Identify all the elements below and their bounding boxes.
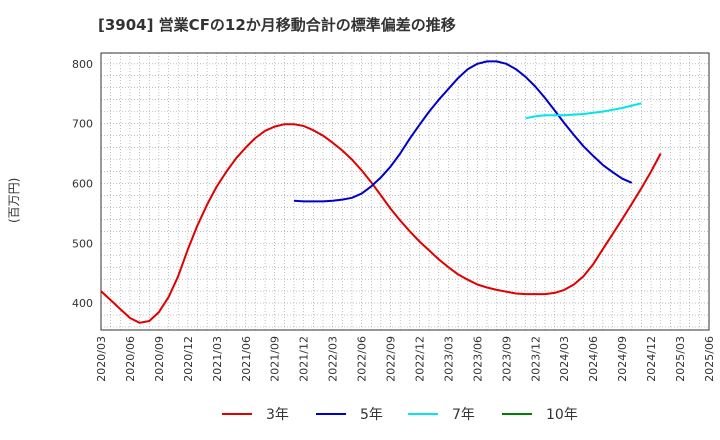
x-tick-label: 2024/03 bbox=[558, 336, 571, 382]
plot-area-frame bbox=[100, 52, 710, 331]
x-tick-label: 2022/12 bbox=[413, 336, 426, 382]
x-tick-label: 2025/06 bbox=[703, 336, 716, 382]
legend: 3年 5年 7年 10年 bbox=[222, 407, 578, 423]
legend-label: 7年 bbox=[452, 407, 475, 423]
tick-labels: 2020/03 2020/06 2020/09 2020/12 2021/03 2021/… bbox=[72, 58, 716, 382]
x-tick-label: 2022/06 bbox=[356, 336, 369, 382]
x-tick-label: 2021/03 bbox=[211, 336, 224, 382]
x-tick-label: 2020/06 bbox=[124, 336, 137, 382]
x-tick-label: 2024/09 bbox=[616, 336, 629, 382]
x-tick-label: 2023/03 bbox=[442, 336, 455, 382]
chart-title: [3904] 営業CFの12か月移動合計の標準偏差の推移 bbox=[98, 16, 456, 34]
y-tick-label: 600 bbox=[72, 177, 93, 190]
x-tick-label: 2024/06 bbox=[587, 336, 600, 382]
y-tick-label: 500 bbox=[72, 237, 93, 250]
x-tick-label: 2021/06 bbox=[240, 336, 253, 382]
x-tick-label: 2020/12 bbox=[182, 336, 195, 382]
x-tick-label: 2020/03 bbox=[95, 336, 108, 382]
grid bbox=[100, 53, 710, 330]
x-tick-label: 2021/12 bbox=[298, 336, 311, 382]
x-tick-label: 2023/06 bbox=[471, 336, 484, 382]
x-tick-label: 2023/12 bbox=[529, 336, 542, 382]
x-tick-label: 2020/09 bbox=[153, 336, 166, 382]
x-tick-label: 2022/03 bbox=[327, 336, 340, 382]
y-tick-label: 700 bbox=[72, 118, 93, 131]
x-tick-label: 2024/12 bbox=[645, 336, 658, 382]
legend-label: 3年 bbox=[266, 407, 289, 423]
series-line-2 bbox=[293, 60, 633, 203]
series-lines bbox=[100, 60, 662, 324]
y-tick-label: 800 bbox=[72, 58, 93, 71]
x-tick-label: 2021/09 bbox=[269, 336, 282, 382]
legend-label: 5年 bbox=[360, 407, 383, 423]
y-tick-label: 400 bbox=[72, 297, 93, 310]
series-line-1 bbox=[100, 123, 662, 324]
x-tick-label: 2025/03 bbox=[674, 336, 687, 382]
series-line-3 bbox=[525, 102, 642, 120]
x-tick-label: 2023/09 bbox=[500, 336, 513, 382]
legend-label: 10年 bbox=[546, 407, 578, 423]
x-tick-label: 2022/09 bbox=[385, 336, 398, 382]
